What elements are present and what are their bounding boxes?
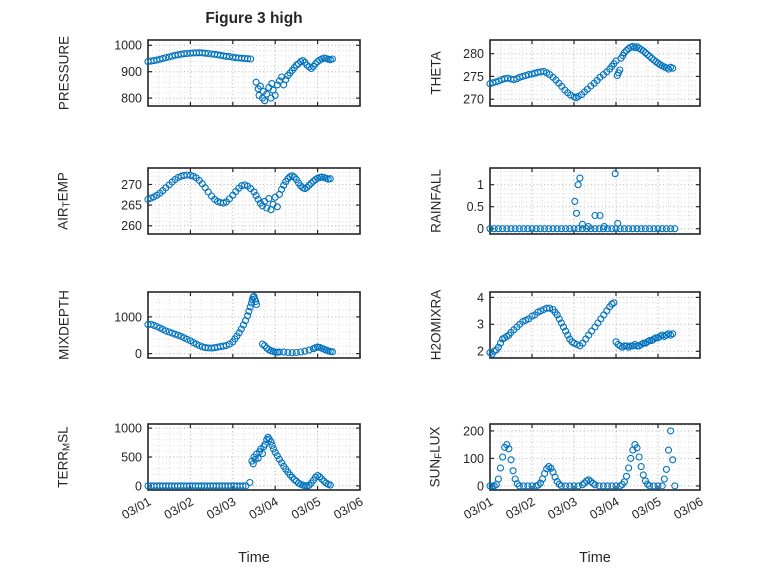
- scatter-points: [486, 427, 679, 490]
- x-tick-label: 03/06: [331, 494, 365, 522]
- subplot-sunflux: 0 100 200 03/01 03/02 03/03 03/04 03/05 03/06: [438, 418, 708, 544]
- x-tick-label: 03/03: [204, 494, 238, 522]
- subplot-theta: 270 275 280: [438, 34, 708, 113]
- scatter-points: [486, 299, 677, 358]
- x-tick-label: 03/05: [289, 494, 323, 522]
- y-axis-label-pressure: PRESSURE: [56, 35, 72, 111]
- plot-area-sunflux: 0 100 200 03/01 03/02 03/03 03/04 03/05 03/06: [461, 423, 706, 522]
- subplot-h2omixra: 2 3 4: [438, 286, 708, 365]
- x-tick-label: 03/04: [247, 494, 281, 522]
- y-tick-label: 800: [121, 91, 142, 105]
- y-tick-label: 1000: [114, 310, 142, 324]
- scatter-points: [486, 42, 677, 102]
- y-axis-label-terrmsl: TERRMSL: [55, 426, 73, 488]
- y-axis-label-sunflux: SUNFLUX: [427, 426, 445, 488]
- y-axis-label-theta: THETA: [428, 51, 444, 95]
- y-axis-label-h2omixra: H2OMIXRA: [428, 289, 444, 361]
- scatter-points: [486, 170, 679, 233]
- subplot-airtemp: 260 265 270: [96, 162, 368, 241]
- plot-area-pressure: 800 900 1000: [114, 39, 361, 107]
- y-axis-label-airtemp: AIRTEMP: [55, 172, 73, 230]
- y-axis-label-mixdepth: MIXDEPTH: [56, 290, 72, 360]
- plot-area-terrmsl: 0 500 1000 03/01 03/02 03/03 03/04 03/05 03/06: [114, 421, 365, 522]
- y-tick-label: 0: [477, 479, 484, 493]
- y-tick-label: 2: [477, 345, 484, 359]
- y-tick-label: 200: [463, 424, 484, 438]
- y-tick-label: 275: [463, 70, 484, 84]
- figure-title: Figure 3 high: [205, 10, 303, 27]
- y-tick-label: 270: [121, 178, 142, 192]
- x-tick-label: 03/02: [503, 494, 537, 522]
- x-tick-label: 03/03: [545, 494, 579, 522]
- plot-area-airtemp: 260 265 270: [121, 167, 361, 235]
- y-tick-label: 1: [477, 178, 484, 192]
- y-tick-label: 260: [121, 219, 142, 233]
- y-tick-label: 1000: [114, 39, 142, 53]
- x-axis-title-left: Time: [238, 550, 270, 566]
- y-tick-label: 265: [121, 198, 142, 212]
- scatter-points: [144, 49, 336, 105]
- plot-area-mixdepth: 0 1000: [114, 291, 361, 361]
- y-tick-label: 0: [135, 479, 142, 493]
- x-tick-label: 03/05: [629, 494, 663, 522]
- plot-area-h2omixra: 2 3 4: [477, 291, 701, 359]
- scatter-points: [144, 171, 334, 214]
- y-tick-label: 500: [121, 450, 142, 464]
- y-tick-label: 0.5: [467, 200, 484, 214]
- x-tick-label: 03/06: [671, 494, 705, 522]
- y-tick-label: 900: [121, 65, 142, 79]
- x-tick-label: 03/02: [162, 494, 196, 522]
- y-tick-label: 270: [463, 93, 484, 107]
- subplot-pressure: 800 900 1000: [96, 34, 368, 113]
- plot-area-theta: 270 275 280: [463, 39, 701, 107]
- y-tick-label: 280: [463, 47, 484, 61]
- scatter-points: [144, 292, 336, 357]
- y-tick-label: 0: [135, 347, 142, 361]
- y-tick-label: 100: [463, 452, 484, 466]
- x-axis-title-right: Time: [579, 550, 611, 566]
- subplot-terrmsl: 0 500 1000 03/01 03/02 03/03 03/04 03/05 03/06: [96, 418, 368, 544]
- y-tick-label: 3: [477, 318, 484, 332]
- y-tick-label: 1000: [114, 421, 142, 435]
- y-axis-label-rainfall: RAINFALL: [428, 169, 444, 233]
- x-tick-label: 03/01: [119, 494, 153, 522]
- plot-area-rainfall: 00.51: [467, 167, 701, 236]
- subplot-mixdepth: 0 1000: [96, 286, 368, 365]
- y-tick-label: 0: [477, 222, 484, 236]
- subplot-rainfall: 0 0.5 1: [438, 162, 708, 241]
- y-tick-label: 4: [477, 291, 484, 305]
- x-tick-label: 03/01: [461, 494, 495, 522]
- scatter-points: [144, 433, 334, 490]
- x-tick-label: 03/04: [587, 494, 621, 522]
